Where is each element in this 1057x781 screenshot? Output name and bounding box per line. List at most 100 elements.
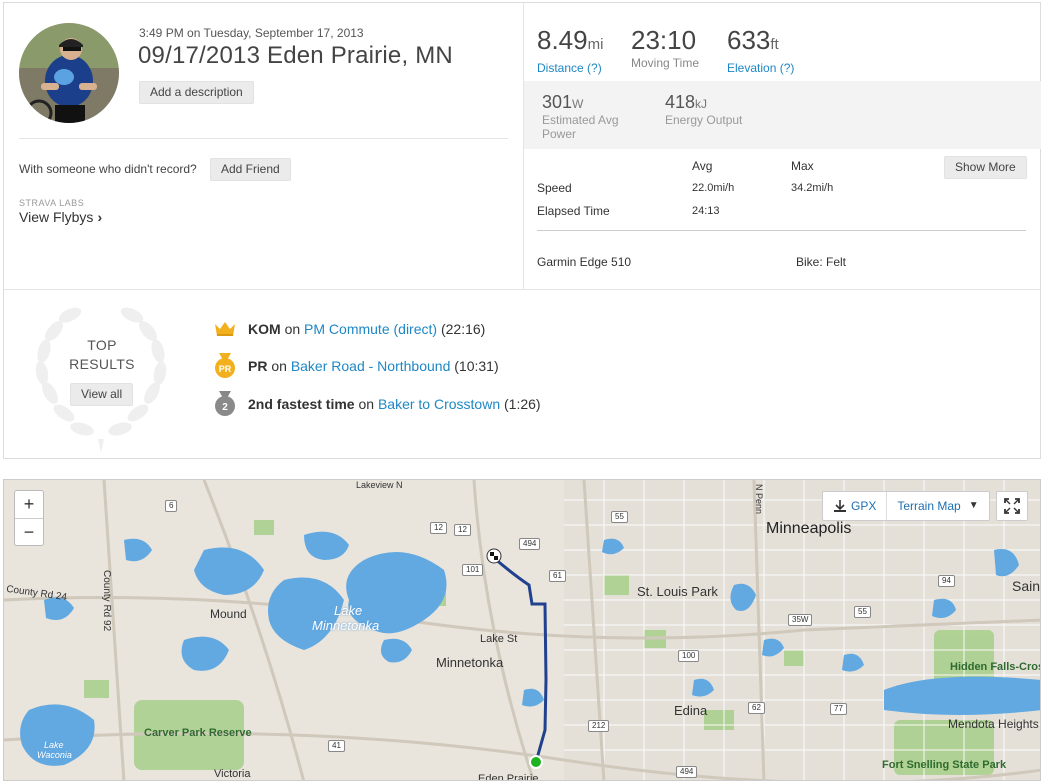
speed-label: Speed (537, 181, 572, 195)
show-more-button[interactable]: Show More (944, 156, 1027, 179)
segment-link[interactable]: PM Commute (direct) (304, 321, 438, 337)
achievement-second: 2 2nd fastest time on Baker to Crosstown… (214, 391, 541, 416)
athlete-avatar[interactable] (19, 23, 119, 123)
energy-unit: kJ (695, 97, 708, 111)
pr-medal-icon: PR (214, 353, 236, 378)
stat-energy: 418kJ Energy Output (665, 91, 742, 127)
route-shield: 61 (549, 570, 566, 582)
view-all-button[interactable]: View all (70, 383, 134, 406)
gpx-label: GPX (851, 499, 877, 513)
secondary-stats: 301W Estimated Avg Power 418kJ Energy Ou… (524, 81, 1041, 149)
map-type-dropdown[interactable]: Terrain Map ▼ (886, 492, 988, 520)
primary-stats: 8.49mi Distance (?) 23:10 Moving Time 63… (524, 3, 1041, 81)
moving-time-label: Moving Time (631, 56, 700, 70)
elapsed-label: Elapsed Time (537, 204, 610, 218)
map-label-hidden-falls: Hidden Falls-Crosby Farm Park (950, 661, 1040, 673)
elapsed-avg: 24:13 (692, 205, 720, 217)
view-flybys-label: View Flybys (19, 209, 94, 225)
achievement-time: (1:26) (504, 396, 541, 412)
device-name: Garmin Edge 510 (537, 255, 632, 269)
map-label-carver-park: Carver Park Reserve (144, 727, 252, 739)
col-max-header: Max (791, 159, 814, 173)
fullscreen-icon (1004, 498, 1020, 514)
distance-unit: mi (587, 36, 604, 53)
speed-max: 34.2mi/h (791, 182, 834, 194)
route-shield: 12 (430, 522, 447, 534)
add-description-button[interactable]: Add a description (139, 81, 254, 104)
power-value: 301 (542, 92, 573, 112)
route-shield: 41 (328, 740, 345, 752)
map-label-eden-prairie: Eden Prairie (478, 773, 539, 781)
caret-down-icon: ▼ (968, 500, 979, 511)
activity-card: 3:49 PM on Tuesday, September 17, 2013 0… (3, 2, 1041, 459)
top-results-line2: RESULTS (69, 356, 135, 372)
route-shield: 101 (462, 564, 484, 576)
achievement-type: 2nd fastest time (248, 396, 355, 412)
power-unit: W (572, 97, 584, 111)
chevron-right-icon: › (97, 209, 103, 225)
map-base (4, 480, 1040, 780)
elevation-value: 633 (727, 25, 771, 55)
map-label-n-penn: N Penn (754, 484, 764, 515)
route-shield: 494 (519, 538, 541, 550)
achievement-type: KOM (248, 321, 281, 337)
route-shield: 212 (588, 720, 610, 732)
stat-power: 301W Estimated Avg Power (542, 91, 642, 141)
route-shield: 55 (854, 606, 871, 618)
laurel-wreath-icon (35, 307, 167, 453)
segment-link[interactable]: Baker Road - Northbound (290, 358, 451, 374)
activity-map[interactable]: + − GPX Terrain Map ▼ Minneapolis St. Lo… (3, 479, 1041, 781)
speed-avg: 22.0mi/h (692, 182, 735, 194)
route-shield: 62 (748, 702, 765, 714)
stat-distance: 8.49mi Distance (?) (537, 25, 603, 75)
route-shield: 6 (165, 500, 178, 512)
energy-label: Energy Output (665, 113, 743, 127)
map-label-sain: Sain (1012, 578, 1041, 594)
elevation-unit: ft (770, 36, 779, 53)
route-shield: 77 (830, 703, 847, 715)
strava-labs-label: STRAVA LABS (19, 198, 85, 208)
map-label-lake-minnetonka-2: Minnetonka (312, 618, 380, 633)
crown-icon (214, 318, 236, 340)
svg-text:2: 2 (222, 402, 228, 413)
col-avg-header: Avg (692, 159, 713, 173)
divider (537, 230, 1026, 231)
elevation-label[interactable]: Elevation (?) (727, 61, 795, 75)
map-label-lakeview: Lakeview N (356, 480, 403, 490)
energy-value: 418 (665, 92, 696, 112)
moving-time-value: 23:10 (631, 25, 697, 55)
fullscreen-button[interactable] (996, 491, 1028, 521)
map-type-label: Terrain Map (897, 499, 961, 513)
svg-text:PR: PR (219, 364, 232, 374)
map-label-mendota: Mendota Heights (948, 717, 1039, 731)
achievement-pr: PR PR on Baker Road - Northbound (10:31) (214, 353, 499, 378)
map-label-lake-minnetonka-1: Lake (334, 603, 363, 618)
map-controls: GPX Terrain Map ▼ (822, 491, 990, 521)
route-shield: 494 (676, 766, 698, 778)
activity-title[interactable]: 09/17/2013 Eden Prairie, MN (138, 42, 453, 69)
view-flybys-link[interactable]: View Flybys › (19, 209, 102, 225)
zoom-out-button[interactable]: − (15, 518, 43, 545)
segment-link[interactable]: Baker to Crosstown (377, 396, 501, 412)
map-label-lake-waconia-1: Lake (44, 740, 64, 750)
route-shield: 55 (611, 511, 628, 523)
activity-datetime: 3:49 PM on Tuesday, September 17, 2013 (139, 26, 364, 40)
divider (523, 3, 524, 289)
achievement-on: on (284, 321, 301, 337)
add-friend-button[interactable]: Add Friend (210, 158, 291, 181)
route-shield: 12 (454, 524, 471, 536)
map-label-victoria: Victoria (214, 768, 251, 780)
bike-name: Bike: Felt (796, 255, 847, 269)
achievement-kom: KOM on PM Commute (direct) (22:16) (214, 318, 485, 340)
achievement-type: PR (248, 358, 268, 374)
route-shield: 94 (938, 575, 955, 587)
map-label-edina: Edina (674, 703, 708, 718)
gpx-download-button[interactable]: GPX (823, 492, 886, 520)
map-label-minnetonka: Minnetonka (436, 655, 504, 670)
map-label-fort-snelling: Fort Snelling State Park (882, 759, 1007, 771)
stat-elevation: 633ft Elevation (?) (727, 25, 794, 75)
map-label-minneapolis: Minneapolis (766, 520, 852, 537)
zoom-control: + − (14, 490, 44, 546)
distance-label[interactable]: Distance (?) (537, 61, 602, 75)
zoom-in-button[interactable]: + (23, 494, 35, 514)
